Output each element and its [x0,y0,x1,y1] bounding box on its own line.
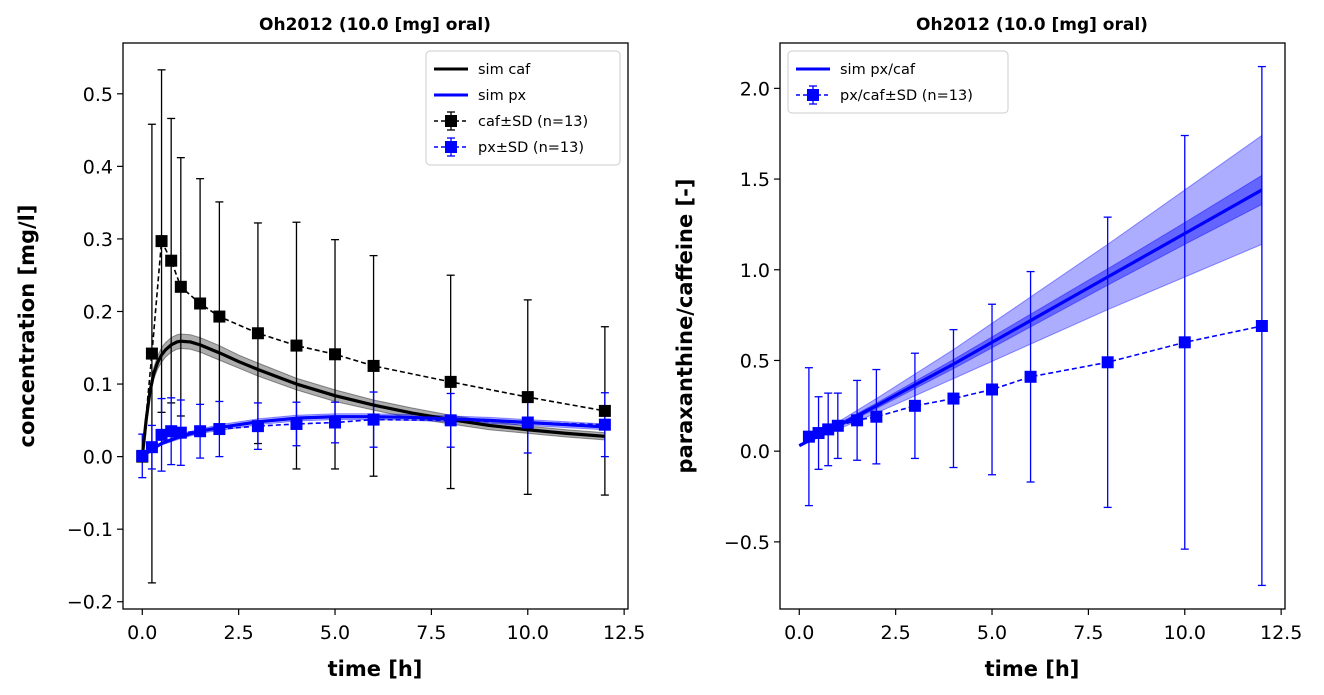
left-legend-px-sd-n-13-label: px±SD (n=13) [478,140,584,156]
left-x-tick-label: 7.5 [416,622,446,644]
right-sim-px-caf-line [798,188,1263,448]
right-px-caf-sd-n-13-point [812,427,825,440]
left-y-axis-label: concentration [mg/l] [15,205,39,448]
right-y-tick-label: 0.5 [740,350,770,372]
left-px-sd-n-13-point [251,420,264,433]
left-px-sd-n-13-point [598,418,611,431]
left-y-tick-label: 0.3 [83,229,113,251]
right-x-axis-label: time [h] [985,657,1080,681]
left-caf-sd-n-13-point [521,391,534,404]
right-y-axis-label: paraxanthine/caffeine [-] [673,179,697,474]
right-px-caf-sd-n-13-point [1101,356,1114,369]
left-caf-sd-n-13-point [194,297,207,310]
right-px-caf-sd-n-13-point [802,430,815,443]
left-chart-panel: Oh2012 (10.0 [mg] oral) 0.0 2.5 5.0 7.5 10.0… [15,15,645,681]
left-x-axis-label: time [h] [328,657,423,681]
left-px-sd-n-13-point [213,423,226,436]
left-y-tick-label: −0.2 [67,592,113,614]
left-px-sd-n-13-point [290,417,303,430]
right-px-caf-sd-n-13-point [947,392,960,405]
right-x-tick-label: 5.0 [977,622,1007,644]
right-legend-sim-px-caf-label: sim px/caf [840,62,916,78]
left-legend-sim-px-label: sim px [478,88,527,104]
right-px-caf-sd-n-13-point [908,399,921,412]
right-x-tick-label: 2.5 [881,622,911,644]
left-px-sd-n-13-point [165,425,178,438]
right-px-caf-sd-n-13-point [986,383,999,396]
left-y-tick-label: 0.0 [83,447,113,469]
left-px-sd-n-13-point [194,425,207,438]
left-y-tick-label: −0.1 [67,519,113,541]
left-y-tick-label: 0.2 [83,301,113,323]
right-x-tick-label: 10.0 [1164,622,1206,644]
left-px-sd-n-13-point [136,449,149,462]
left-axes-frame [122,42,629,610]
right-x-tick-label: 12.5 [1260,622,1302,644]
left-legend-caf-sd-n-13-swatch-marker [445,115,457,127]
right-px-caf-sd-n-13-point [870,410,883,423]
right-legend-px-caf-sd-n-13-swatch-marker [807,89,819,101]
right-legend-px-caf-sd-n-13-label: px/caf±SD (n=13) [840,88,973,104]
right-chart-title: Oh2012 (10.0 [mg] oral) [916,15,1148,35]
left-caf-sd-n-13-point [145,347,158,360]
left-px-sd-n-13-point [174,426,187,439]
left-px-sd-n-13-line [141,418,605,457]
left-x-tick-label: 5.0 [320,622,350,644]
left-caf-sd-n-13-point [251,327,264,340]
left-caf-sd-n-13-point [213,310,226,323]
left-caf-sd-n-13-point [165,254,178,267]
right-y-tick-label: 2.0 [740,78,770,100]
left-px-sd-n-13-point [145,441,158,454]
left-x-tick-label: 10.0 [507,622,549,644]
left-x-tick-label: 0.0 [127,622,157,644]
left-caf-sd-n-13-point [444,375,457,388]
right-chart-panel: Oh2012 (10.0 [mg] oral) 0.0 2.5 5.0 7.5 10.0… [673,15,1302,681]
left-px-sd-n-13-point [521,416,534,429]
right-axes-frame [779,42,1286,610]
right-legend-box [787,50,1009,114]
left-chart-title: Oh2012 (10.0 [mg] oral) [259,15,491,35]
left-px-sd-n-13-point [155,428,168,441]
left-caf-sd-n-13-point [367,359,380,372]
left-legend: sim caf sim px caf±SD (n=13) px±SD (n=13) [425,50,621,166]
left-caf-sd-n-13-point [155,235,168,248]
left-y-tick-label: 0.5 [83,84,113,106]
left-caf-sd-n-13-point [329,348,342,361]
left-y-tick-label: 0.1 [83,374,113,396]
right-plot-area: 0.0 2.5 5.0 7.5 10.0 12.5 −0.5 0.0 0.5 1.0 1.5 2.0 [724,42,1302,644]
left-x-tick-label: 12.5 [603,622,645,644]
right-y-tick-label: 1.0 [740,260,770,282]
left-sim-px-line [141,415,605,458]
left-legend-caf-sd-n-13-label: caf±SD (n=13) [478,114,588,130]
left-legend-box [425,50,621,166]
right-px-caf-sd-n-13-point [822,423,835,436]
left-y-tick-label: 0.4 [83,156,113,178]
left-caf-sd-n-13-point [598,404,611,417]
right-px-caf-sd-n-13-point [1178,336,1191,349]
right-px-caf-sd-n-13-point [1255,320,1268,332]
right-x-tick-label: 0.0 [784,622,814,644]
right-x-tick-label: 7.5 [1073,622,1103,644]
left-legend-sim-caf-label: sim caf [478,62,531,78]
right-y-tick-label: −0.5 [724,532,770,554]
left-plot-area: 0.0 2.5 5.0 7.5 10.0 12.5 −0.2 −0.1 0.0 0.1 0.2 0.3… [67,42,645,644]
right-px-caf-sd-n-13-point [851,414,864,427]
left-px-sd-n-13-point [444,414,457,427]
right-px-caf-sd-n-13-point [1024,370,1037,383]
left-caf-sd-n-13-point [290,339,303,352]
right-legend: sim px/caf px/caf±SD (n=13) [787,50,1009,114]
left-x-tick-label: 2.5 [224,622,254,644]
right-y-tick-label: 0.0 [740,441,770,463]
right-px-caf-sd-n-13-point [831,419,844,432]
left-px-sd-n-13-point [367,413,380,426]
right-y-tick-label: 1.5 [740,169,770,191]
left-px-sd-n-13-point [329,416,342,429]
left-caf-sd-n-13-point [174,280,187,293]
left-legend-px-sd-n-13-swatch-marker [445,141,457,153]
